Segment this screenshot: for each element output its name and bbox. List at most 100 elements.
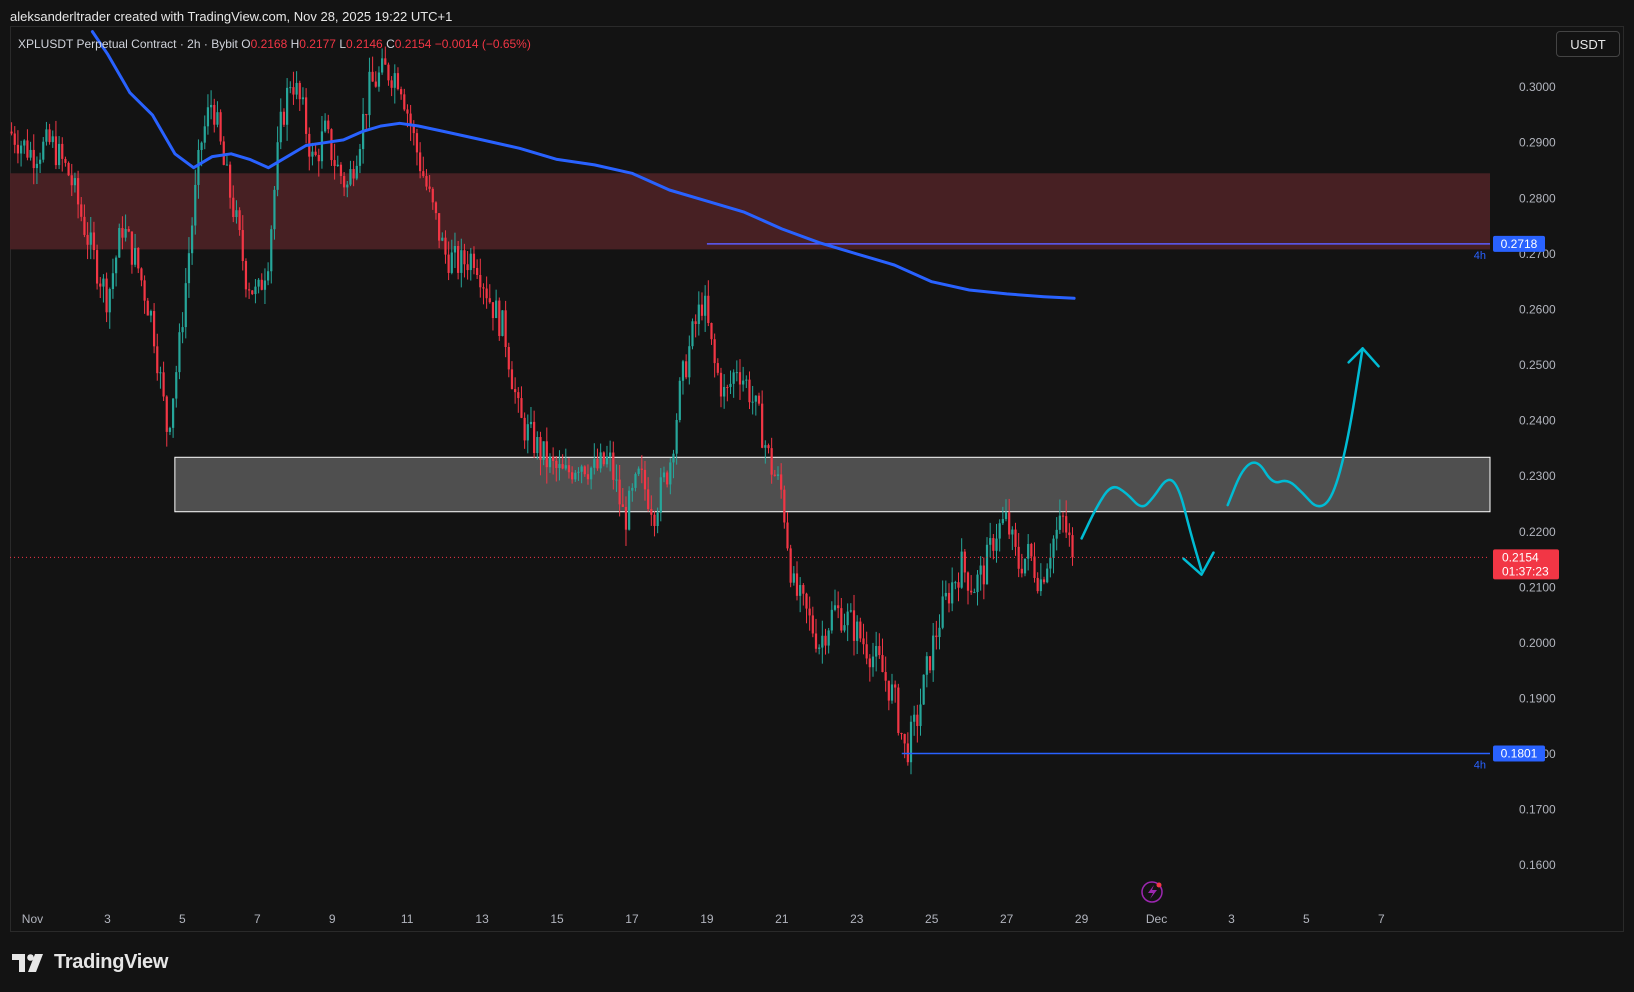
candle <box>533 410 536 458</box>
candle-body <box>669 462 672 485</box>
candle-body <box>346 184 349 188</box>
candle-body <box>504 310 507 348</box>
x-tick-label: 13 <box>475 912 489 926</box>
candle-body <box>808 608 811 616</box>
candle <box>723 374 726 409</box>
bearish-path[interactable] <box>1080 478 1203 572</box>
candle <box>1023 558 1027 577</box>
candle <box>23 139 26 154</box>
resistance-zone[interactable] <box>10 173 1490 250</box>
lightning-icon[interactable] <box>1141 881 1163 903</box>
candle <box>548 453 552 473</box>
candle-body <box>719 372 723 397</box>
candle <box>621 488 624 508</box>
candle-body <box>105 278 108 313</box>
candle <box>222 136 225 166</box>
candle <box>466 250 469 280</box>
candle-body <box>539 436 542 460</box>
candle-body <box>225 164 229 166</box>
candle-body <box>837 605 840 609</box>
candle <box>108 287 111 329</box>
candle-body <box>723 386 726 397</box>
tradingview-logo-icon <box>12 953 43 972</box>
candle <box>954 580 957 590</box>
candle-body <box>533 421 536 454</box>
candle-body <box>748 379 751 403</box>
candle <box>726 384 729 402</box>
candle-body <box>951 582 954 604</box>
candle-body <box>789 548 792 583</box>
candle-body <box>178 332 181 373</box>
candle <box>634 472 637 492</box>
candle <box>700 292 704 321</box>
candle-body <box>818 647 821 649</box>
candle <box>453 232 457 268</box>
candle-body <box>324 120 327 132</box>
support-zone[interactable] <box>174 456 1491 513</box>
candle-body <box>726 386 729 388</box>
moving-average-line[interactable] <box>90 30 1076 300</box>
candle-body <box>707 295 710 323</box>
candle <box>925 652 928 688</box>
bullish-path[interactable] <box>1226 347 1364 508</box>
candle-body <box>42 141 45 160</box>
candle <box>571 466 574 484</box>
candle-body <box>751 401 754 403</box>
chart-frame[interactable] <box>10 26 1624 932</box>
open-label: O <box>241 37 251 51</box>
candle-body <box>143 280 146 301</box>
candle-body <box>919 704 922 726</box>
symbol-legend[interactable]: XPLUSDT Perpetual Contract · 2h · Bybit … <box>18 37 531 51</box>
candle-body <box>941 596 944 628</box>
candle-body <box>792 573 795 583</box>
candle-body <box>545 441 548 468</box>
tradingview-logo[interactable]: TradingView <box>12 951 168 974</box>
candle <box>263 268 267 305</box>
candle <box>146 297 149 316</box>
candle <box>843 613 846 633</box>
low-label: L <box>339 37 347 51</box>
candle-body <box>314 151 317 155</box>
candle <box>805 592 808 624</box>
candle-body <box>476 267 479 275</box>
candle <box>713 333 716 378</box>
candle-body <box>266 271 270 281</box>
candle-body <box>567 465 571 473</box>
candle <box>909 715 913 775</box>
candle <box>552 447 555 475</box>
x-tick-label: Dec <box>1146 912 1167 926</box>
candle <box>457 240 460 280</box>
candle-body <box>795 573 799 596</box>
candle-body <box>1020 568 1023 574</box>
candle <box>982 557 985 600</box>
candle <box>349 160 352 187</box>
candle <box>944 580 947 601</box>
candle-body <box>171 398 175 428</box>
x-tick-label: 5 <box>179 912 186 926</box>
candle <box>57 136 61 170</box>
candle-body <box>26 140 29 158</box>
candle <box>605 445 609 468</box>
candle <box>811 606 814 638</box>
candle <box>697 291 700 336</box>
candle-body <box>146 300 149 316</box>
candle <box>523 412 526 449</box>
candle <box>488 284 491 304</box>
candle <box>184 268 187 339</box>
candle <box>735 360 738 382</box>
candle <box>73 172 77 193</box>
candle <box>871 642 875 677</box>
currency-button[interactable]: USDT <box>1556 31 1620 57</box>
candle <box>757 392 761 406</box>
candle-body <box>580 466 583 472</box>
candle <box>1055 517 1058 551</box>
candle-body <box>1052 538 1055 558</box>
candle <box>504 300 507 358</box>
candle <box>694 314 697 338</box>
candle <box>336 155 339 167</box>
candle-body <box>799 585 802 596</box>
candle <box>761 390 764 449</box>
candle <box>789 544 792 588</box>
candle <box>317 148 320 177</box>
